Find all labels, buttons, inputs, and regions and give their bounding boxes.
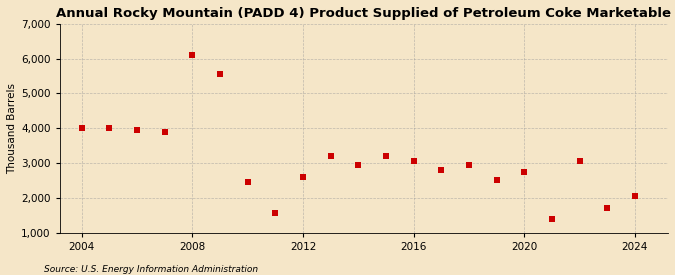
Point: [464, 163, 475, 167]
Point: [436, 168, 447, 172]
Text: Source: U.S. Energy Information Administration: Source: U.S. Energy Information Administ…: [44, 265, 258, 274]
Point: [408, 159, 419, 163]
Point: [132, 128, 142, 132]
Point: [519, 169, 530, 174]
Point: [325, 154, 336, 158]
Point: [215, 72, 225, 76]
Point: [242, 180, 253, 184]
Point: [353, 163, 364, 167]
Point: [298, 175, 308, 179]
Y-axis label: Thousand Barrels: Thousand Barrels: [7, 83, 17, 174]
Point: [574, 159, 585, 163]
Point: [270, 211, 281, 216]
Point: [602, 206, 613, 210]
Point: [491, 178, 502, 183]
Point: [159, 130, 170, 134]
Title: Annual Rocky Mountain (PADD 4) Product Supplied of Petroleum Coke Marketable: Annual Rocky Mountain (PADD 4) Product S…: [56, 7, 672, 20]
Point: [381, 154, 392, 158]
Point: [547, 216, 558, 221]
Point: [76, 126, 87, 130]
Point: [187, 53, 198, 57]
Point: [104, 126, 115, 130]
Point: [630, 194, 641, 198]
